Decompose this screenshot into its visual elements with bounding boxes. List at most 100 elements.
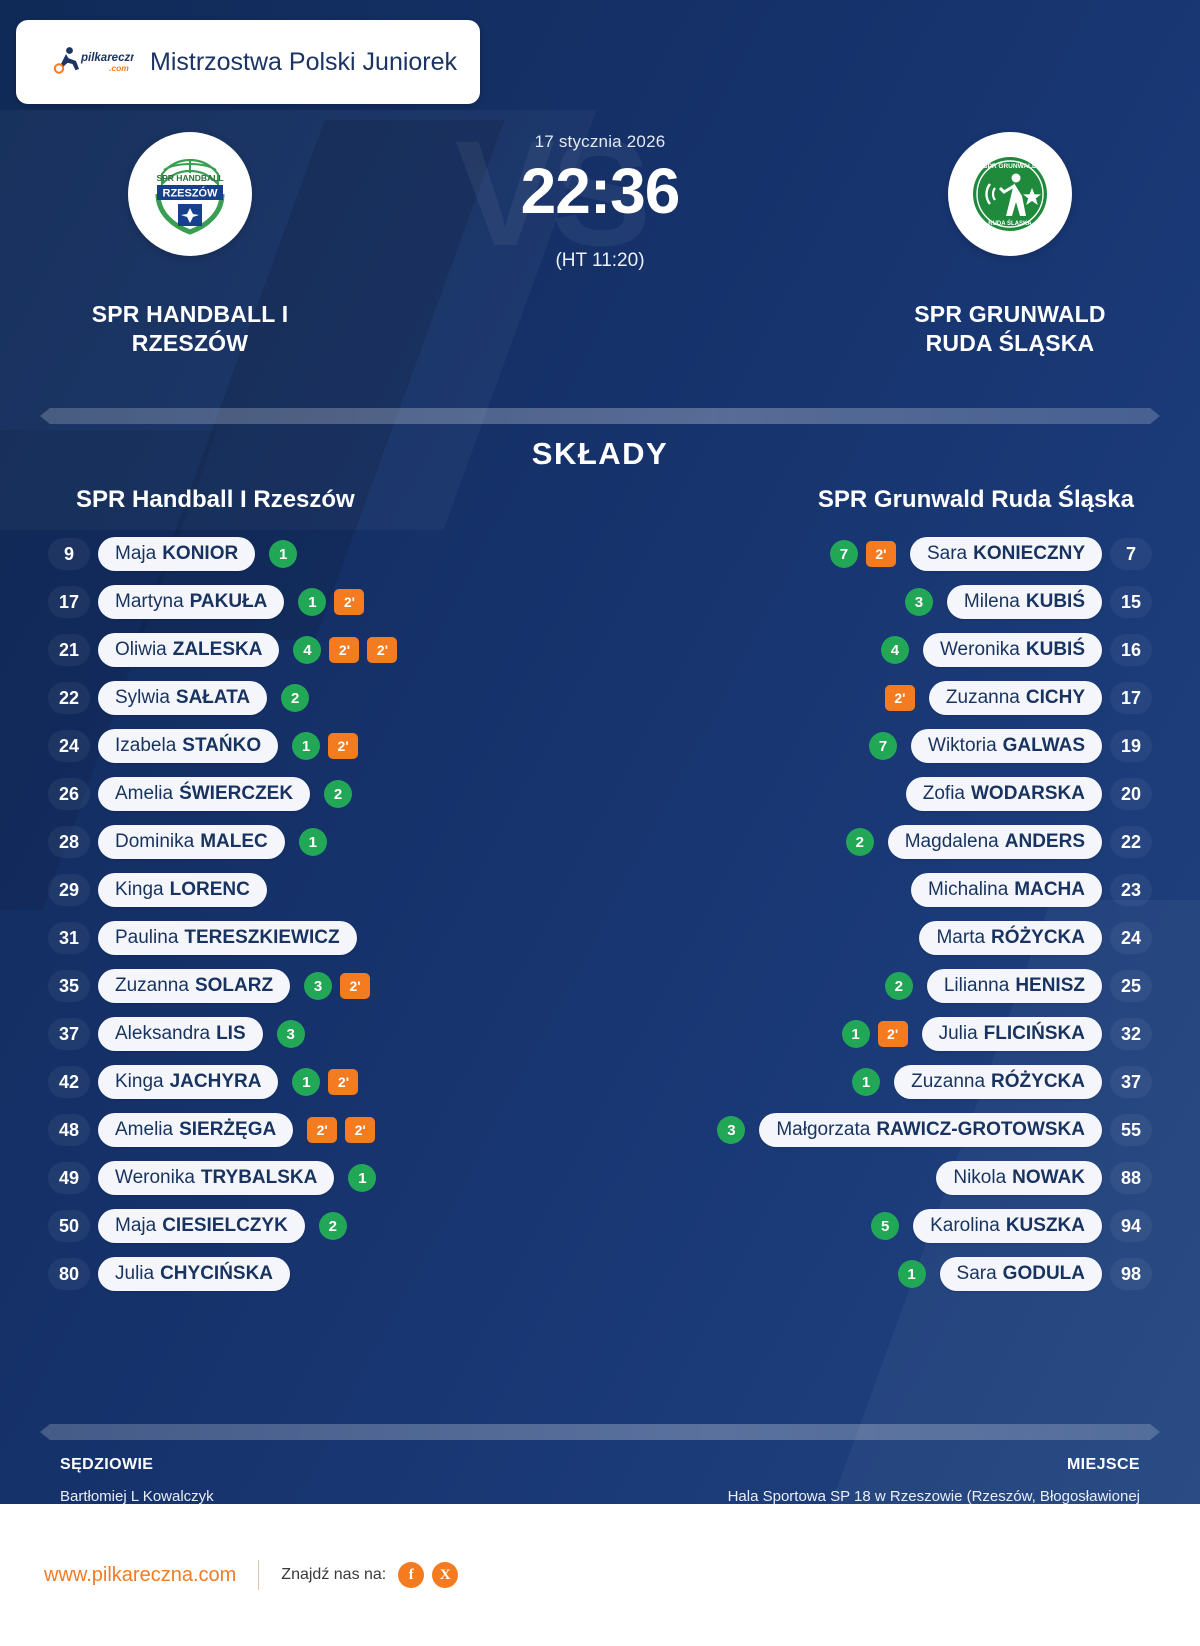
player-first-name: Weronika [939,639,1020,660]
player-first-name: Zuzanna [115,975,189,996]
player-name-pill[interactable]: Karolina KUSZKA [913,1209,1102,1243]
player-row[interactable]: 26 Amelia ŚWIERCZEK 2 [48,770,593,818]
player-row[interactable]: 5 Karolina KUSZKA 94 [607,1202,1152,1250]
player-name-pill[interactable]: Zuzanna CICHY [928,681,1102,715]
player-shirt-number: 80 [48,1258,90,1290]
goals-badge: 1 [298,828,327,856]
player-badges: 4 [880,636,909,664]
player-row[interactable]: Michalina MACHA 23 [607,866,1152,914]
player-first-name: Kinga [115,1071,164,1092]
player-row[interactable]: 29 Kinga LORENC [48,866,593,914]
player-name-pill[interactable]: Małgorzata RAWICZ-GROTOWSKA [759,1113,1102,1147]
player-name-pill[interactable]: Maja CIESIELCZYK [98,1209,305,1243]
player-name-pill[interactable]: Magdalena ANDERS [887,825,1102,859]
suspension-badge: 2' [865,541,896,567]
player-row[interactable]: 24 Izabela STAŃKO 1 2' [48,722,593,770]
player-first-name: Sara [926,543,968,564]
player-name-pill[interactable]: Weronika KUBIŚ [922,633,1102,667]
player-name-pill[interactable]: Sara KONIECZNY [909,537,1102,571]
player-row[interactable]: 50 Maja CIESIELCZYK 2 [48,1202,593,1250]
goals-badge: 2 [318,1212,347,1240]
player-row[interactable]: 1 Zuzanna RÓŻYCKA 37 [607,1058,1152,1106]
player-name-pill[interactable]: Lilianna HENISZ [926,969,1102,1003]
player-name-pill[interactable]: Maja KONIOR [98,537,256,571]
player-last-name: RÓŻYCKA [991,927,1085,948]
player-row[interactable]: 42 Kinga JACHYRA 1 2' [48,1058,593,1106]
player-row[interactable]: 35 Zuzanna SOLARZ 3 2' [48,962,593,1010]
player-last-name: SIERŻĘGA [179,1119,277,1140]
player-last-name: KONIECZNY [973,543,1085,564]
player-row[interactable]: 7 2' Sara KONIECZNY 7 [607,530,1152,578]
player-row[interactable]: 37 Aleksandra LIS 3 [48,1010,593,1058]
player-row[interactable]: 9 Maja KONIOR 1 [48,530,593,578]
player-name-pill[interactable]: Sylwia SAŁATA [98,681,268,715]
player-name-pill[interactable]: Zuzanna RÓŻYCKA [894,1065,1102,1099]
player-name-pill[interactable]: Amelia SIERŻĘGA [98,1113,294,1147]
player-row[interactable]: 21 Oliwia ZALESKA 4 2' 2' [48,626,593,674]
player-name-pill[interactable]: Michalina MACHA [911,873,1102,907]
player-name-pill[interactable]: Marta RÓŻYCKA [919,921,1102,955]
player-row[interactable]: 49 Weronika TRYBALSKA 1 [48,1154,593,1202]
player-shirt-number: 16 [1110,634,1152,666]
player-row[interactable]: 1 Sara GODULA 98 [607,1250,1152,1298]
player-name-pill[interactable]: Julia FLICIŃSKA [921,1017,1102,1051]
player-row[interactable]: 3 Milena KUBIŚ 15 [607,578,1152,626]
player-name-pill[interactable]: Wiktoria GALWAS [911,729,1102,763]
player-name-pill[interactable]: Weronika TRYBALSKA [98,1161,335,1195]
player-row[interactable]: 28 Dominika MALEC 1 [48,818,593,866]
player-row[interactable]: 2 Lilianna HENISZ 25 [607,962,1152,1010]
player-name-pill[interactable]: Izabela STAŃKO [98,729,279,763]
league-title: Mistrzostwa Polski Juniorek [150,47,458,76]
player-row[interactable]: 80 Julia CHYCIŃSKA [48,1250,593,1298]
player-row[interactable]: Zofia WODARSKA 20 [607,770,1152,818]
player-last-name: WODARSKA [971,783,1085,804]
player-name-pill[interactable]: Julia CHYCIŃSKA [98,1257,291,1291]
goals-badge: 1 [292,732,321,760]
player-shirt-number: 17 [1110,682,1152,714]
player-row[interactable]: 2 Magdalena ANDERS 22 [607,818,1152,866]
player-name-pill[interactable]: Paulina TERESZKIEWICZ [98,921,357,955]
venue-label: MIEJSCE [1066,1456,1140,1473]
goals-badge: 7 [869,732,898,760]
player-row[interactable]: 1 2' Julia FLICIŃSKA 32 [607,1010,1152,1058]
facebook-icon[interactable]: f [398,1562,425,1588]
player-name-pill[interactable]: Oliwia ZALESKA [98,633,280,667]
player-first-name: Aleksandra [115,1023,211,1044]
player-row[interactable]: Marta RÓŻYCKA 24 [607,914,1152,962]
player-row[interactable]: 7 Wiktoria GALWAS 19 [607,722,1152,770]
player-first-name: Martyna [115,591,184,612]
player-name-pill[interactable]: Amelia ŚWIERCZEK [98,777,311,811]
away-team-name: SPR GRUNWALD RUDA ŚLĄSKA [914,301,1106,357]
player-first-name: Amelia [115,1119,174,1140]
player-last-name: SAŁATA [175,687,251,708]
player-badges: 1 2' [292,1068,359,1096]
player-first-name: Nikola [953,1167,1007,1188]
player-name-pill[interactable]: Milena KUBIŚ [946,585,1102,619]
player-row[interactable]: 4 Weronika KUBIŚ 16 [607,626,1152,674]
player-name-pill[interactable]: Martyna PAKUŁA [98,585,285,619]
home-team-name: SPR HANDBALL I RZESZÓW [91,301,289,357]
site-url-link[interactable]: www.pilkareczna.com [44,1563,237,1586]
score-panel: 17 stycznia 2026 22:36 (HT 11:20) [400,132,800,272]
player-name-pill[interactable]: Dominika MALEC [98,825,285,859]
player-row[interactable]: 31 Paulina TERESZKIEWICZ [48,914,593,962]
goals-badge: 1 [298,588,327,616]
player-badges: 2 [281,684,310,712]
player-name-pill[interactable]: Kinga LORENC [98,873,267,907]
player-name-pill[interactable]: Nikola NOWAK [936,1161,1102,1195]
x-twitter-icon[interactable]: X [432,1562,459,1588]
player-row[interactable]: 48 Amelia SIERŻĘGA 2' 2' [48,1106,593,1154]
player-row[interactable]: 2' Zuzanna CICHY 17 [607,674,1152,722]
league-badge: pilkareczna .com Mistrzostwa Polski Juni… [16,20,480,104]
player-badges: 2 [845,828,874,856]
player-shirt-number: 24 [1110,922,1152,954]
player-row[interactable]: 3 Małgorzata RAWICZ-GROTOWSKA 55 [607,1106,1152,1154]
player-name-pill[interactable]: Sara GODULA [939,1257,1102,1291]
player-name-pill[interactable]: Kinga JACHYRA [98,1065,279,1099]
player-name-pill[interactable]: Aleksandra LIS [98,1017,263,1051]
player-name-pill[interactable]: Zofia WODARSKA [905,777,1102,811]
player-row[interactable]: 17 Martyna PAKUŁA 1 2' [48,578,593,626]
player-row[interactable]: Nikola NOWAK 88 [607,1154,1152,1202]
player-name-pill[interactable]: Zuzanna SOLARZ [98,969,291,1003]
player-row[interactable]: 22 Sylwia SAŁATA 2 [48,674,593,722]
